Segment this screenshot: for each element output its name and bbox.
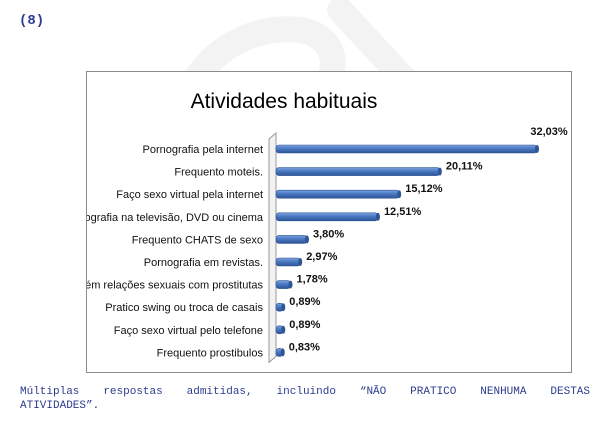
value-label: 0,89%	[289, 319, 320, 331]
bar-chart: Atividades habituais Pornografia pela in…	[87, 90, 568, 364]
axis-wall	[268, 131, 277, 364]
footnote-line-1: Múltiplas respostas admitidas, incluindo…	[20, 386, 590, 398]
category-label: Faço sexo virtual pela internet	[116, 189, 263, 201]
bar	[275, 144, 538, 154]
bar	[275, 280, 291, 289]
category-label: Faço sexo virtual pelo telefone	[114, 325, 263, 337]
value-label: 2,97%	[306, 251, 337, 263]
category-label: Frequento CHATS de sexo	[132, 234, 263, 246]
value-label: 1,78%	[297, 274, 328, 286]
bar-cap	[288, 280, 293, 289]
bar-cap	[298, 258, 303, 266]
bar	[275, 167, 441, 176]
value-label: 32,03%	[530, 126, 568, 138]
value-label: 15,12%	[405, 183, 443, 195]
value-label: 20,11%	[446, 161, 483, 173]
category-label: Pornografia em revistas.	[144, 257, 263, 269]
chart-axis: Pornografia pela internet Frequento motei…	[87, 131, 277, 364]
bar-cap	[375, 212, 380, 221]
category-label: Frequento prostibulos	[157, 347, 264, 359]
bar-cap	[397, 190, 402, 199]
bar-cap	[535, 145, 539, 153]
bar	[275, 257, 301, 267]
bar	[275, 189, 400, 199]
category-label: Pornografia pela internet	[143, 144, 263, 156]
value-label: 12,51%	[384, 206, 422, 218]
bar	[275, 212, 379, 222]
category-label: Frequento moteis.	[174, 167, 263, 179]
category-label: Pornografia na televisão, DVD ou cinema	[87, 212, 264, 224]
bars: 32,03% 20,11%15,12% 12,51% 3,80% 2,97% 1,78% 0…	[275, 126, 568, 357]
bar-cap	[281, 325, 286, 334]
category-label: Pratico swing ou troca de casais	[105, 302, 263, 314]
bar-cap	[280, 348, 285, 357]
chart-area: Atividades habituais Pornografia pela in…	[86, 71, 572, 373]
chart-title: Atividades habituais	[191, 90, 378, 113]
bar-cap	[281, 303, 286, 312]
footnote: Múltiplas respostas admitidas, incluindo…	[20, 385, 590, 413]
category-label: Mantém relações sexuais com prostitutas	[87, 280, 263, 292]
value-label: 3,80%	[313, 228, 344, 240]
footnote-line-2: ATIVIDADES”.	[20, 400, 100, 412]
bar-cap	[304, 235, 309, 244]
value-label: 0,83%	[289, 341, 320, 353]
value-label: 0,89%	[289, 296, 320, 308]
bar-cap	[437, 167, 442, 176]
page-number: (8)	[19, 13, 45, 29]
bar	[275, 235, 308, 244]
